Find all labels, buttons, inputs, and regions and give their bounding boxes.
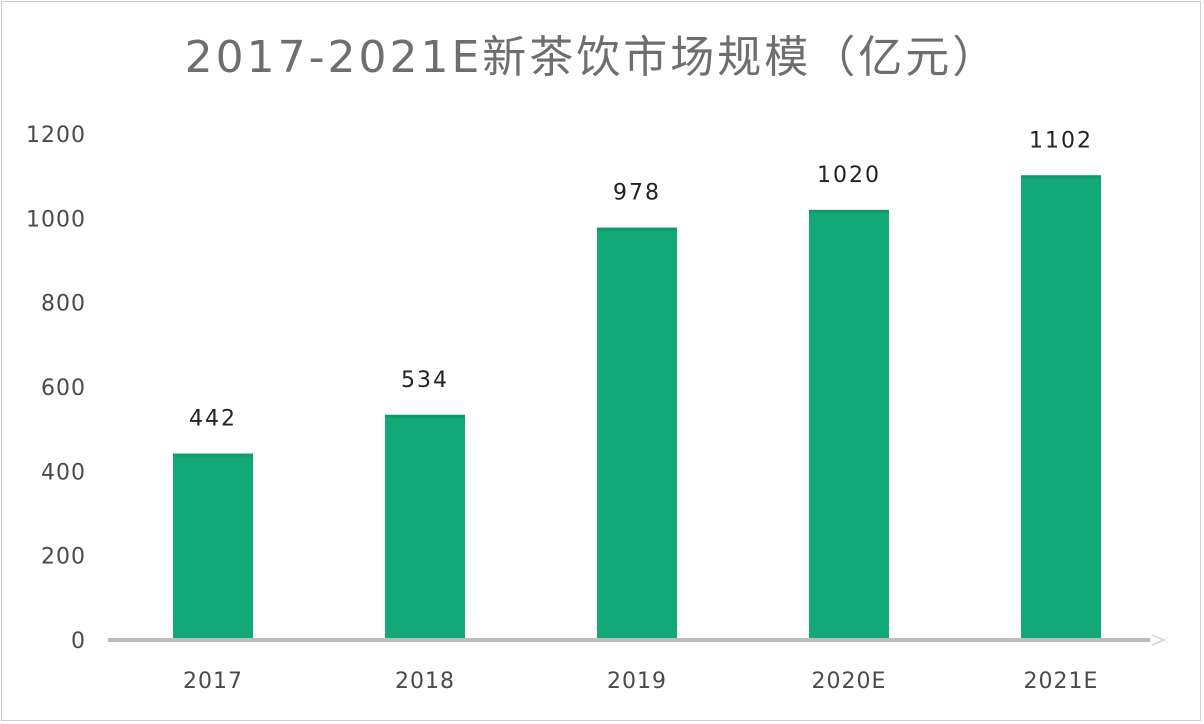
data-label: 534 (401, 368, 449, 393)
y-tick-label: 800 (41, 292, 86, 317)
y-tick-label: 400 (41, 460, 86, 485)
x-tick-label: 2021E (1024, 669, 1099, 694)
axis-arrow-icon (1151, 634, 1166, 646)
bar-top-edge (597, 227, 677, 231)
bar (597, 227, 677, 641)
y-tick-label: 1200 (26, 123, 86, 148)
x-tick-label: 2019 (607, 669, 667, 694)
y-tick-label: 0 (71, 629, 86, 654)
bar (173, 453, 253, 640)
chart-title: 2017-2021E新茶饮市场规模（亿元） (184, 32, 1000, 83)
bar-top-edge (809, 209, 889, 213)
y-tick-label: 1000 (26, 207, 86, 232)
bar-top-edge (173, 453, 253, 457)
bar-top-edge (385, 414, 465, 418)
data-label: 1020 (817, 163, 881, 188)
x-tick-label: 2017 (183, 669, 243, 694)
x-tick-label: 2020E (812, 669, 887, 694)
bar (385, 414, 465, 640)
y-tick-label: 600 (41, 376, 86, 401)
data-label: 442 (189, 407, 237, 432)
y-tick-label: 200 (41, 545, 86, 570)
data-label: 1102 (1029, 128, 1093, 153)
bar (1021, 175, 1101, 640)
bar-top-edge (1021, 175, 1101, 179)
data-label: 978 (613, 181, 661, 206)
x-tick-label: 2018 (395, 669, 455, 694)
bar (809, 209, 889, 640)
